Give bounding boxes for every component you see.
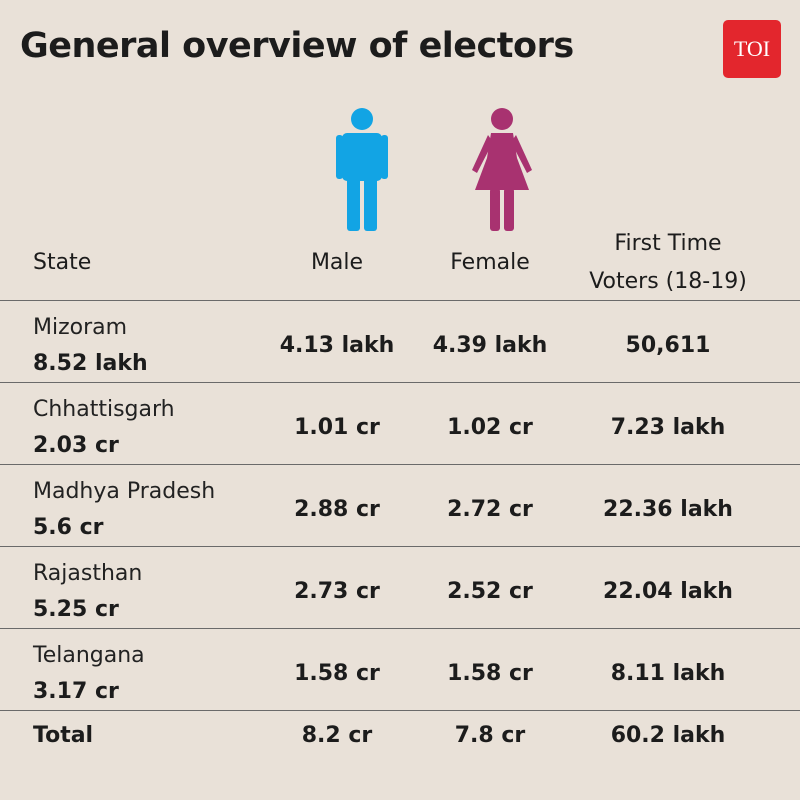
table-row: Mizoram 8.52 lakh 4.13 lakh 4.39 lakh 50… (0, 301, 800, 383)
state-name: Madhya Pradesh (33, 479, 216, 504)
table-header: State Male Female First Time Voters (18-… (0, 222, 800, 301)
male-value: 1.58 cr (294, 661, 380, 686)
table-row: Rajasthan 5.25 cr 2.73 cr 2.52 cr 22.04 … (0, 547, 800, 629)
first-time-value: 8.11 lakh (610, 661, 726, 686)
female-value: 2.72 cr (447, 497, 533, 522)
male-value: 2.88 cr (294, 497, 380, 522)
state-total: 3.17 cr (33, 679, 119, 704)
header-male: Male (310, 250, 364, 275)
state-name: Chhattisgarh (33, 397, 175, 422)
state-total: 5.6 cr (33, 515, 104, 540)
first-time-value: 50,611 (625, 333, 711, 358)
state-total: 2.03 cr (33, 433, 119, 458)
state-name: Mizoram (33, 315, 128, 340)
male-value: 2.73 cr (294, 579, 380, 604)
first-time-value: 22.04 lakh (603, 579, 733, 604)
electors-table: State Male Female First Time Voters (18-… (0, 222, 800, 761)
first-time-value: 22.36 lakh (603, 497, 733, 522)
table-row: Chhattisgarh 2.03 cr 1.01 cr 1.02 cr 7.2… (0, 383, 800, 465)
header-first-line1: First Time (614, 231, 722, 256)
table-row: Madhya Pradesh 5.6 cr 2.88 cr 2.72 cr 22… (0, 465, 800, 547)
toi-logo: TOI (723, 20, 781, 78)
state-name: Rajasthan (33, 561, 143, 586)
male-figure-icon (336, 108, 388, 231)
table-row: Telangana 3.17 cr 1.58 cr 1.58 cr 8.11 l… (0, 629, 800, 711)
total-label: Total (33, 723, 94, 748)
state-name: Telangana (33, 643, 145, 668)
header-first-time-voters: First Time Voters (18-19) (578, 225, 758, 301)
female-value: 2.52 cr (447, 579, 533, 604)
state-total: 5.25 cr (33, 597, 119, 622)
total-first-time-value: 60.2 lakh (610, 723, 726, 748)
state-total: 8.52 lakh (33, 351, 148, 376)
total-row: Total 8.2 cr 7.8 cr 60.2 lakh (0, 711, 800, 761)
male-value: 1.01 cr (294, 415, 380, 440)
header-first-line2: Voters (18-19) (589, 269, 747, 294)
female-value: 1.58 cr (447, 661, 533, 686)
female-figure-icon (472, 108, 532, 231)
female-value: 4.39 lakh (432, 333, 548, 358)
total-male-value: 8.2 cr (301, 723, 373, 748)
page-title: General overview of electors (20, 26, 574, 66)
first-time-value: 7.23 lakh (610, 415, 726, 440)
header-state: State (33, 250, 92, 275)
header-female: Female (450, 250, 530, 275)
female-value: 1.02 cr (447, 415, 533, 440)
total-female-value: 7.8 cr (454, 723, 526, 748)
male-value: 4.13 lakh (279, 333, 395, 358)
